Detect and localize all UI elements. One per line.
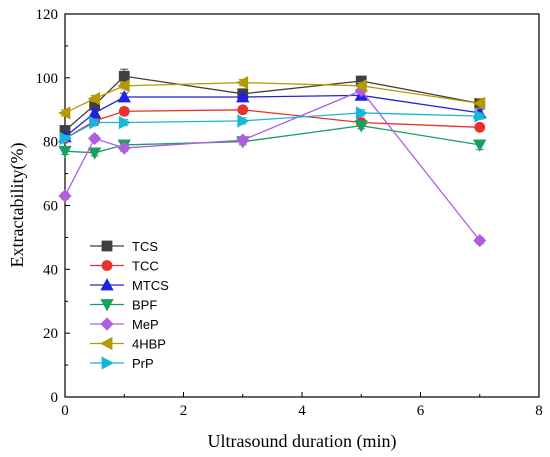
data-point xyxy=(89,115,102,130)
legend-label: 4HBP xyxy=(132,337,166,352)
legend-label: MeP xyxy=(132,317,159,332)
x-axis-title: Ultrasound duration (min) xyxy=(208,431,397,452)
data-point xyxy=(354,79,367,93)
y-axis-title: Extractability(%) xyxy=(7,143,28,268)
y-tick-label: 120 xyxy=(36,7,59,23)
data-point xyxy=(354,120,368,133)
legend-label: MTCS xyxy=(132,278,169,293)
series-line xyxy=(64,89,481,242)
data-point xyxy=(235,75,249,90)
data-point xyxy=(58,106,71,120)
y-tick-label: 20 xyxy=(43,326,58,342)
data-point xyxy=(118,70,130,82)
data-point xyxy=(117,79,130,93)
legend-marker xyxy=(101,240,113,252)
y-tick-label: 100 xyxy=(36,71,59,87)
y-tick-label: 80 xyxy=(43,135,58,151)
legend-item-mep: MeP xyxy=(90,317,159,332)
y-axis-ticks: 0 20 40 60 80 100 120 xyxy=(36,7,70,406)
legend-marker xyxy=(100,278,114,291)
series-layer xyxy=(58,68,487,248)
x-tick-label: 8 xyxy=(535,403,543,419)
series-line xyxy=(64,81,480,114)
x-tick-label: 4 xyxy=(298,403,306,419)
x-tick-label: 0 xyxy=(61,403,69,419)
data-point xyxy=(474,109,487,123)
y-tick-label: 40 xyxy=(43,262,58,278)
legend-marker xyxy=(100,317,114,331)
data-point xyxy=(473,234,487,248)
data-point xyxy=(118,105,130,117)
legend-item-tcs: TCS xyxy=(90,239,158,254)
legend-marker xyxy=(100,336,113,351)
data-point xyxy=(117,141,131,155)
data-point xyxy=(237,104,249,116)
data-point xyxy=(88,131,102,146)
legend-label: TCC xyxy=(132,259,159,274)
data-point xyxy=(87,106,102,119)
series-4hbp xyxy=(58,75,486,120)
legend-item-bpf: BPF xyxy=(90,298,157,313)
data-point xyxy=(59,131,72,146)
legend-marker xyxy=(101,356,114,370)
data-point xyxy=(474,121,486,133)
data-point xyxy=(87,91,101,106)
data-point xyxy=(58,145,72,159)
data-point xyxy=(58,189,72,203)
legend-item-mtcs: MTCS xyxy=(90,278,169,293)
data-point xyxy=(237,114,250,128)
legend-marker xyxy=(100,299,114,312)
data-point xyxy=(236,90,250,103)
legend-item-prp: PrP xyxy=(90,356,154,371)
series-prp xyxy=(59,106,487,146)
legend-label: BPF xyxy=(132,298,157,313)
y-tick-label: 0 xyxy=(51,390,59,406)
data-point xyxy=(473,139,487,152)
legend: TCS TCC MTCS BPF MeP 4HBP PrP xyxy=(90,239,169,371)
x-tick-label: 6 xyxy=(417,403,425,419)
x-tick-label: 2 xyxy=(180,403,188,419)
x-axis-ticks: 0 2 4 6 8 xyxy=(61,392,543,419)
data-point xyxy=(87,147,102,160)
data-point xyxy=(118,115,132,130)
legend-item-tcc: TCC xyxy=(90,259,159,274)
legend-item-4hbp: 4HBP xyxy=(90,337,166,352)
series-line xyxy=(64,125,480,154)
legend-marker xyxy=(101,260,113,271)
legend-label: TCS xyxy=(132,239,158,254)
series-mep xyxy=(58,84,487,248)
data-point xyxy=(117,90,131,103)
data-point xyxy=(236,133,250,147)
data-point xyxy=(355,106,369,120)
legend-label: PrP xyxy=(132,356,154,371)
data-point xyxy=(472,96,486,111)
y-tick-label: 60 xyxy=(43,199,58,215)
